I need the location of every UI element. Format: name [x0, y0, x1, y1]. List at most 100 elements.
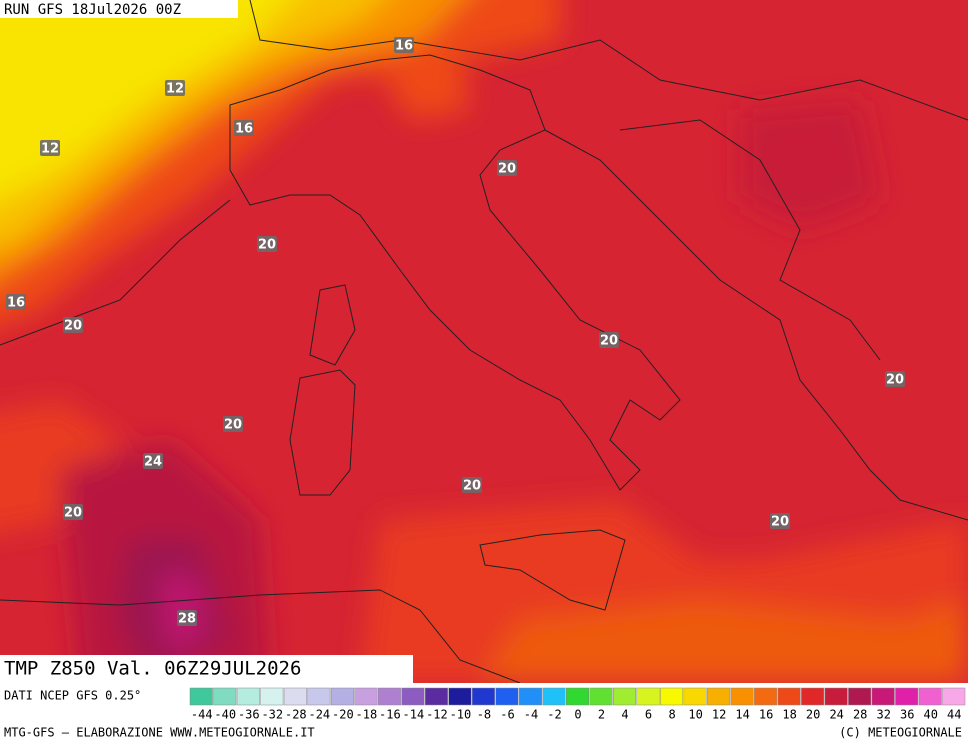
- france-coast: [0, 199, 231, 346]
- legend-label: -12: [426, 708, 448, 722]
- contour-label-box: [257, 236, 277, 252]
- contour-label-box: [770, 513, 790, 529]
- contour-label: 20: [600, 334, 618, 349]
- legend-swatch: [871, 687, 895, 706]
- coastlines: [0, 0, 968, 683]
- legend-label: 32: [876, 708, 890, 722]
- contour-label-box: [223, 416, 243, 432]
- header-box: [0, 0, 238, 18]
- legend-label: 16: [759, 708, 773, 722]
- contour-label: 20: [771, 515, 789, 530]
- borders: [249, 0, 968, 121]
- legend-label: 6: [645, 708, 652, 722]
- data-source: DATI NCEP GFS 0.25°: [4, 689, 141, 703]
- legend-label: -28: [285, 708, 307, 722]
- contour-label-box: [165, 80, 185, 96]
- legend-label: -18: [356, 708, 378, 722]
- legend-label: -44: [191, 708, 213, 722]
- contour-label-box: [599, 332, 619, 348]
- legend-swatch: [895, 687, 919, 706]
- legend-swatch: [613, 687, 637, 706]
- contour-label: 16: [395, 39, 413, 54]
- legend-swatch: [448, 687, 472, 706]
- field-box: [0, 655, 413, 683]
- contour-label-box: [40, 140, 60, 156]
- contour-label: 20: [64, 506, 82, 521]
- legend-label: -10: [450, 708, 472, 722]
- legend-swatch: [660, 687, 684, 706]
- sardinia: [289, 369, 356, 496]
- legend-label: -20: [332, 708, 354, 722]
- contour-label-box: [462, 477, 482, 493]
- legend-label: 20: [806, 708, 820, 722]
- contour-label: 24: [144, 455, 162, 470]
- legend-label: 8: [668, 708, 675, 722]
- legend-label: 4: [621, 708, 628, 722]
- legend-label: -14: [403, 708, 425, 722]
- legend-swatch: [495, 687, 519, 706]
- legend-label: -36: [238, 708, 260, 722]
- contour-label-box: [177, 610, 197, 626]
- legend-swatch: [307, 687, 331, 706]
- copyright: (C) METEOGIORNALE: [839, 726, 962, 740]
- legend-swatch: [377, 687, 401, 706]
- legend-swatch: [424, 687, 448, 706]
- legend-swatch: [354, 687, 378, 706]
- contour-label: 20: [886, 373, 904, 388]
- corsica: [309, 284, 356, 366]
- legend-swatch: [754, 687, 778, 706]
- contour-label: 12: [166, 82, 184, 97]
- legend-label: 44: [947, 708, 961, 722]
- italy-coast: [229, 54, 681, 491]
- legend-label: 24: [829, 708, 843, 722]
- legend-swatch: [777, 687, 801, 706]
- legend-label: 10: [688, 708, 702, 722]
- field-title: TMP Z850 Val. 06Z29JUL2026: [4, 658, 301, 680]
- contour-label-box: [497, 160, 517, 176]
- color-legend: -44 -40 -36 -32 -28 -24 -20 -18 -16 -14 -12 -10 -8 -6…: [189, 687, 966, 722]
- legend-label: -6: [500, 708, 514, 722]
- legend-label: 2: [598, 708, 605, 722]
- legend-swatch: [518, 687, 542, 706]
- legend-swatch: [683, 687, 707, 706]
- temperature-field: 16 12 16 12 20 20 16 20 20 20 20 24 20 20 20 28: [0, 0, 968, 683]
- legend-swatch: [330, 687, 354, 706]
- contour-label-box: [143, 453, 163, 469]
- legend-swatch: [236, 687, 260, 706]
- contour-label-box: [234, 120, 254, 136]
- legend-swatch: [283, 687, 307, 706]
- legend-swatch: [565, 687, 590, 706]
- contour-label: 20: [224, 418, 242, 433]
- legend-swatch: [471, 687, 495, 706]
- legend-label: -2: [547, 708, 561, 722]
- legend-swatch: [824, 687, 848, 706]
- legend-swatch: [542, 687, 566, 706]
- legend-label: 40: [924, 708, 938, 722]
- legend-label: 18: [782, 708, 796, 722]
- contour-label: 20: [64, 319, 82, 334]
- legend-label: -8: [477, 708, 491, 722]
- contour-label-box: [394, 37, 414, 53]
- legend-label: 12: [712, 708, 726, 722]
- run-title: RUN GFS 18Jul2026 00Z: [4, 2, 181, 18]
- legend-label: 14: [735, 708, 749, 722]
- legend-swatch: [801, 687, 825, 706]
- borders-east: [619, 119, 881, 361]
- contour-label-box: [63, 504, 83, 520]
- legend-swatch: [213, 687, 237, 706]
- legend-swatch: [918, 687, 942, 706]
- legend-swatch: [848, 687, 872, 706]
- legend-label: -16: [379, 708, 401, 722]
- legend-label: 28: [853, 708, 867, 722]
- contour-label: 20: [463, 479, 481, 494]
- contour-label: 16: [235, 122, 253, 137]
- legend-swatch: [636, 687, 660, 706]
- legend-swatch: [942, 687, 966, 706]
- contour-label: 20: [498, 162, 516, 177]
- contour-label: 28: [178, 612, 196, 627]
- contour-label-box: [63, 317, 83, 333]
- legend-label: -32: [261, 708, 283, 722]
- sicily: [479, 529, 626, 611]
- contour-label-box: [6, 294, 26, 310]
